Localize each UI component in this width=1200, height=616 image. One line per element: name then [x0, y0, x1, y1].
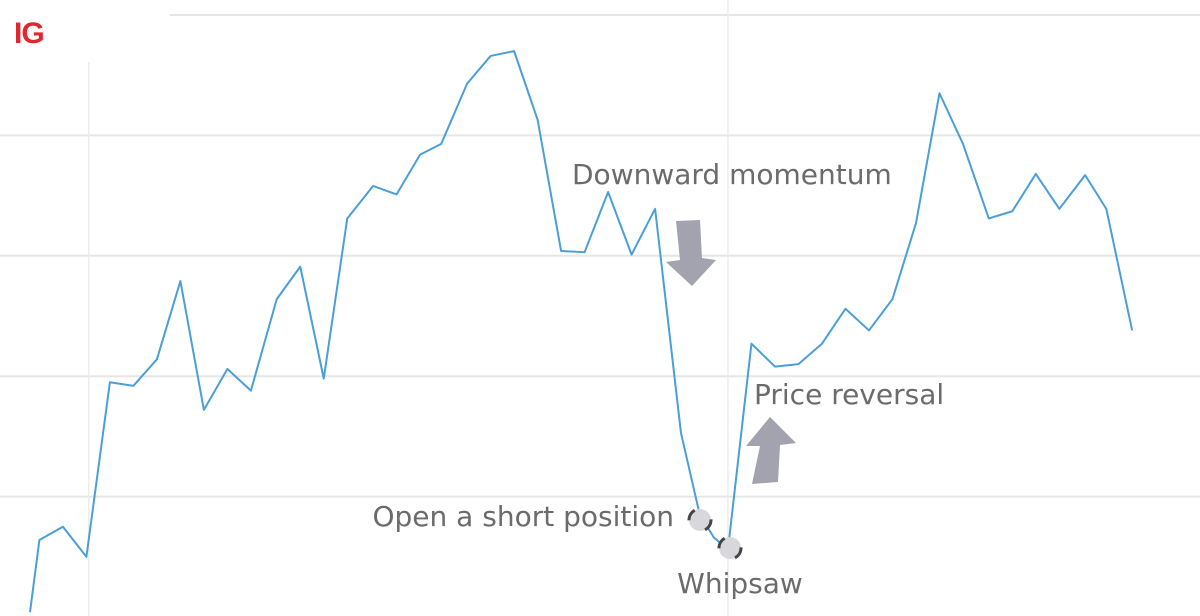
- annotation: Open a short position: [372, 500, 674, 533]
- logo: IG: [14, 17, 44, 50]
- annotation: Price reversal: [754, 378, 944, 411]
- down-arrow: [666, 220, 716, 286]
- plot: [29, 50, 1134, 613]
- annotation: Downward momentum: [572, 158, 892, 191]
- whipsaw-marker: [717, 535, 743, 561]
- up-arrow: [746, 417, 796, 484]
- short-marker: [687, 507, 713, 533]
- price-line: [29, 50, 1134, 613]
- annotation: Whipsaw: [677, 567, 803, 600]
